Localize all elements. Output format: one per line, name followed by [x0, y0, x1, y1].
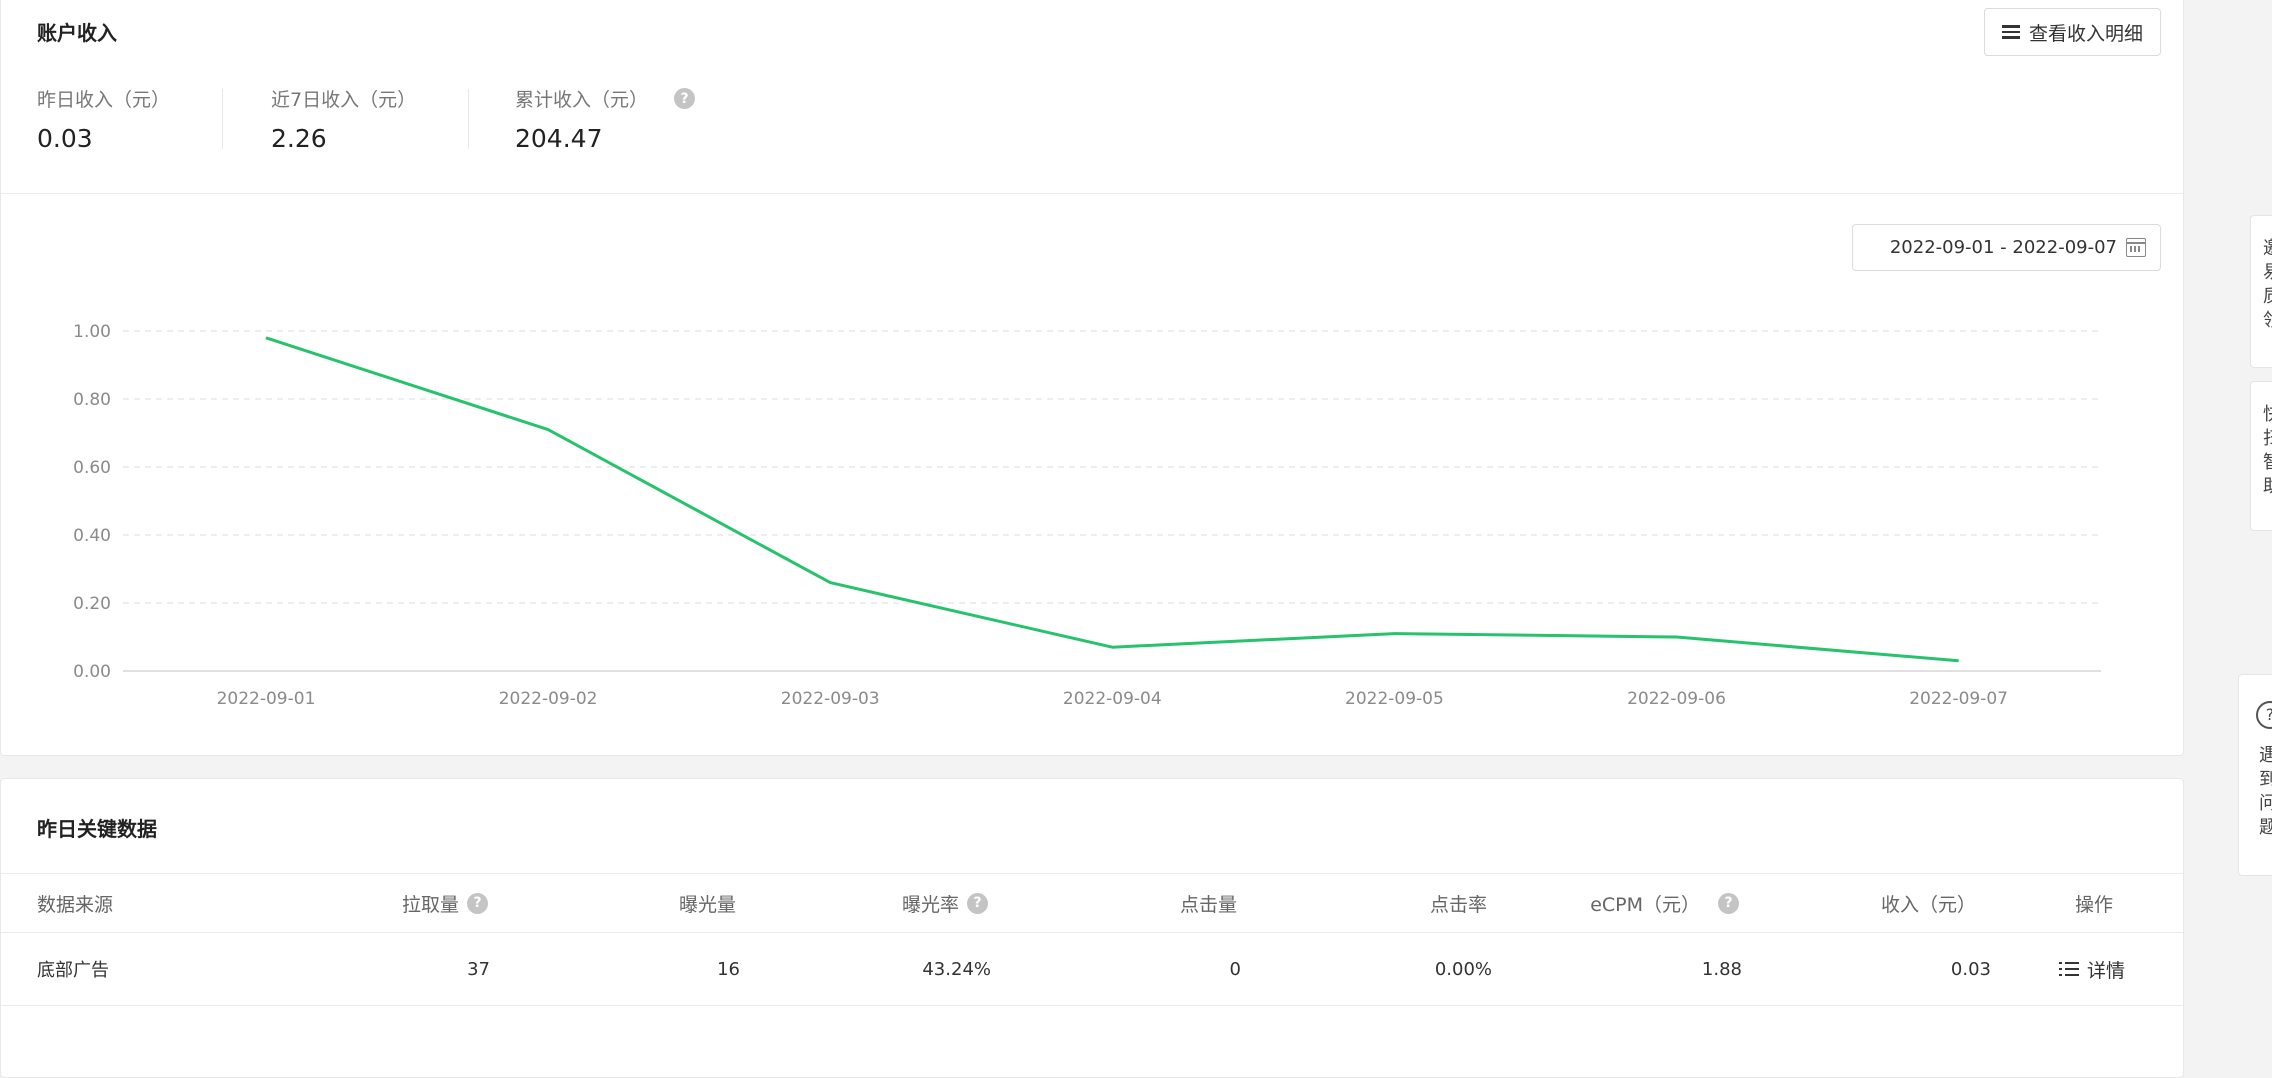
y-tick-label: 0.60 — [73, 458, 111, 478]
help-icon[interactable]: ? — [1718, 892, 1739, 914]
table-header: 数据来源 拉取量? 曝光量 曝光率? 点击量 点击率 eCPM（元）? 收入（元… — [1, 873, 2183, 933]
cell-exposure: 16 — [717, 958, 740, 980]
y-tick-label: 1.00 — [73, 322, 111, 342]
cell-source: 底部广告 — [37, 960, 109, 981]
help-icon[interactable]: ? — [674, 88, 696, 109]
stat-7days-value: 2.26 — [271, 124, 327, 153]
income-card: 账户收入 查看收入明细 昨日收入（元） 0.03 近7日收入（元） 2.26 累… — [0, 0, 2184, 756]
data-point[interactable] — [265, 337, 267, 339]
y-tick-label: 0.20 — [73, 594, 111, 614]
stat-yesterday: 昨日收入（元） 0.03 — [37, 85, 170, 155]
data-point[interactable] — [1393, 633, 1395, 635]
col-exposure-rate: 曝光率? — [751, 874, 988, 932]
stat-total-label: 累计收入（元） — [515, 89, 649, 111]
income-line-chart: 0.00 0.20 0.40 0.60 0.80 1.00 2022-09-01 2022-0… — [73, 322, 2101, 709]
stat-yesterday-value: 0.03 — [37, 124, 93, 153]
detail-link[interactable]: 详情 — [2059, 933, 2125, 1005]
stat-7days-label: 近7日收入（元） — [271, 89, 417, 111]
data-point[interactable] — [1676, 636, 1677, 638]
date-range-value: 2022-09-01 - 2022-09-07 — [1889, 237, 2117, 258]
section-divider — [1, 193, 2183, 194]
col-clicks: 点击量 — [1179, 893, 1237, 916]
cell-clicks: 0 — [1229, 958, 1241, 980]
view-income-detail-label: 查看收入明细 — [2028, 22, 2143, 45]
help-icon[interactable]: ? — [967, 892, 988, 914]
col-ecpm: eCPM（元）? — [1501, 874, 1739, 932]
stat-7days: 近7日收入（元） 2.26 — [271, 85, 416, 155]
col-pull: 拉取量? — [301, 874, 488, 932]
hamburger-icon — [2001, 25, 2020, 39]
detail-link-label: 详情 — [2087, 959, 2126, 982]
col-ctr: 点击率 — [1429, 893, 1487, 916]
keydata-title: 昨日关键数据 — [37, 817, 157, 841]
income-title: 账户收入 — [37, 21, 117, 45]
y-tick-label: 0.40 — [73, 526, 111, 546]
help-icon[interactable]: ? — [467, 892, 488, 914]
cell-ctr: 0.00% — [1434, 958, 1492, 980]
stat-divider — [222, 89, 223, 149]
float-panel-invite[interactable]: 邀 易 质 领 — [2250, 215, 2272, 368]
col-income: 收入（元） — [1880, 893, 1976, 916]
x-tick-label: 2022-09-05 — [1345, 689, 1444, 709]
help-icon: ? — [2256, 701, 2272, 729]
stat-total: 累计收入（元） ? 204.47 — [515, 85, 696, 155]
stat-total-value: 204.47 — [515, 124, 603, 153]
y-tick-label: 0.00 — [73, 662, 111, 682]
x-tick-label: 2022-09-03 — [781, 689, 880, 709]
data-point[interactable] — [829, 582, 831, 584]
cell-pull: 37 — [467, 958, 490, 980]
data-point[interactable] — [547, 429, 549, 431]
col-source: 数据来源 — [37, 893, 114, 916]
stat-yesterday-label: 昨日收入（元） — [37, 89, 171, 111]
calendar-icon — [2126, 238, 2146, 257]
x-tick-label: 2022-09-07 — [1909, 689, 2008, 709]
col-action: 操作 — [2075, 893, 2114, 916]
cell-exposure-rate: 43.24% — [922, 958, 991, 980]
view-income-detail-button[interactable]: 查看收入明细 — [1984, 8, 2161, 56]
data-point[interactable] — [1111, 646, 1113, 648]
x-tick-label: 2022-09-06 — [1627, 689, 1726, 709]
x-tick-label: 2022-09-04 — [1063, 689, 1162, 709]
date-range-picker[interactable]: 2022-09-01 - 2022-09-07 — [1852, 224, 2161, 271]
list-icon — [2059, 961, 2079, 977]
x-tick-label: 2022-09-02 — [499, 689, 598, 709]
y-tick-label: 0.80 — [73, 390, 111, 410]
table-row: 底部广告 37 16 43.24% 0 0.00% 1.88 0.03 详情 — [1, 933, 2183, 1006]
float-panel-help[interactable]: ? 遇 到 问 题 — [2238, 674, 2272, 876]
series-line — [265, 336, 1959, 663]
keydata-card: 昨日关键数据 数据来源 拉取量? 曝光量 曝光率? 点击量 点击率 eCPM（元… — [0, 778, 2184, 1078]
float-panel-scan[interactable]: 快 扫 智 助 — [2250, 381, 2272, 531]
x-tick-label: 2022-09-01 — [217, 689, 316, 709]
stat-total-label-row: 累计收入（元） ? — [515, 85, 696, 112]
cell-ecpm: 1.88 — [1701, 958, 1742, 980]
cell-income: 0.03 — [1950, 958, 1991, 980]
stat-divider — [468, 89, 469, 149]
col-exposure: 曝光量 — [678, 893, 736, 916]
data-point[interactable] — [1958, 660, 1960, 662]
